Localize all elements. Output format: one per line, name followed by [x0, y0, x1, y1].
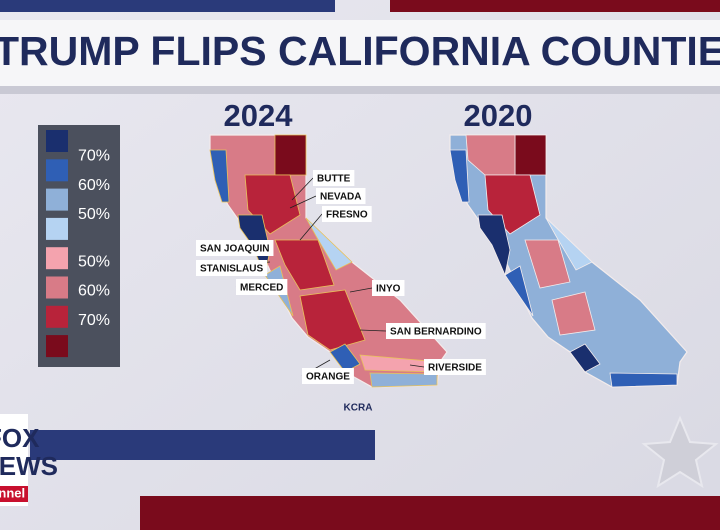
county: [609, 372, 678, 388]
county-label: SAN BERNARDINO: [390, 327, 482, 338]
county-label: FRESNO: [326, 210, 368, 221]
title: TRUMP FLIPS CALIFORNIA COUNTIES: [0, 28, 720, 74]
county-label-box: [372, 280, 405, 296]
legend-swatch: [46, 335, 68, 358]
county-label: ORANGE: [306, 372, 350, 383]
county: [524, 239, 571, 289]
credit: KCRA: [344, 403, 373, 414]
county: [514, 134, 547, 176]
county-label: MERCED: [240, 283, 283, 294]
legend-swatch: [46, 305, 68, 328]
county-label-box: [316, 188, 366, 204]
legend: 70% 60% 50% 50% 60% 70%: [46, 130, 110, 358]
leader-line: [349, 287, 373, 293]
county-label: BUTTE: [317, 174, 351, 185]
map-year: 2024: [224, 98, 294, 133]
leader-line: [289, 195, 317, 209]
lower-red-bar: [140, 496, 720, 530]
maps: 2024 KCRA BUTTE NEVADA FRESNO SAN JOAQUIN STAN…: [195, 98, 688, 414]
county: [551, 291, 596, 336]
county-label-box: [236, 279, 288, 295]
county: [209, 149, 230, 203]
county-label-box: [386, 323, 486, 339]
county: [569, 343, 601, 373]
leader-line: [359, 329, 387, 332]
legend-label: 50%: [78, 206, 110, 223]
title-band: [0, 20, 720, 86]
legend-swatch: [46, 188, 68, 211]
county: [545, 217, 593, 271]
county-label-box: [196, 240, 274, 256]
title-underline: [0, 86, 720, 94]
county-label-box: [313, 170, 355, 186]
logo-line: channel: [0, 485, 25, 500]
legend-label: 60%: [78, 283, 110, 300]
county: [274, 239, 335, 291]
county-label: SAN JOAQUIN: [200, 244, 269, 255]
county: [329, 343, 361, 373]
county-label-box: [424, 359, 486, 375]
legend-label: 70%: [78, 148, 110, 165]
star-logo: [641, 415, 719, 489]
leader-line: [291, 177, 314, 201]
county-label-box: [302, 368, 354, 384]
county-label: STANISLAUS: [200, 264, 263, 275]
county: [369, 372, 438, 388]
lower-blue-bar: [30, 430, 375, 460]
top-blue-bar: [0, 0, 335, 12]
legend-label: 60%: [78, 177, 110, 194]
logo-channel-band: [0, 486, 28, 502]
leader-line: [299, 213, 323, 241]
logo-line: FOX: [0, 423, 40, 453]
county-label: NEVADA: [320, 192, 361, 203]
legend-label: 50%: [78, 253, 110, 270]
county: [299, 289, 366, 351]
california-map: 2024 KCRA BUTTE NEVADA FRESNO SAN JOAQUIN STAN…: [195, 98, 486, 414]
leader-line: [409, 364, 425, 368]
logo-line: NEWS: [0, 451, 58, 481]
legend-swatch: [46, 217, 68, 240]
county-label-box: [196, 260, 268, 276]
california-map: 2020: [449, 98, 688, 388]
legend-swatch: [46, 247, 68, 270]
legend-label: 70%: [78, 312, 110, 329]
county: [449, 149, 470, 203]
legend-swatch: [46, 276, 68, 299]
county-label-box: [322, 206, 372, 222]
top-red-bar: [390, 0, 720, 12]
county: [305, 217, 353, 271]
legend-swatch: [46, 130, 68, 152]
legend-swatch: [46, 159, 68, 182]
county: [504, 265, 534, 317]
county: [274, 134, 307, 176]
county-label: INYO: [376, 284, 401, 295]
map-year: 2020: [464, 98, 533, 133]
county-label: RIVERSIDE: [428, 363, 482, 374]
